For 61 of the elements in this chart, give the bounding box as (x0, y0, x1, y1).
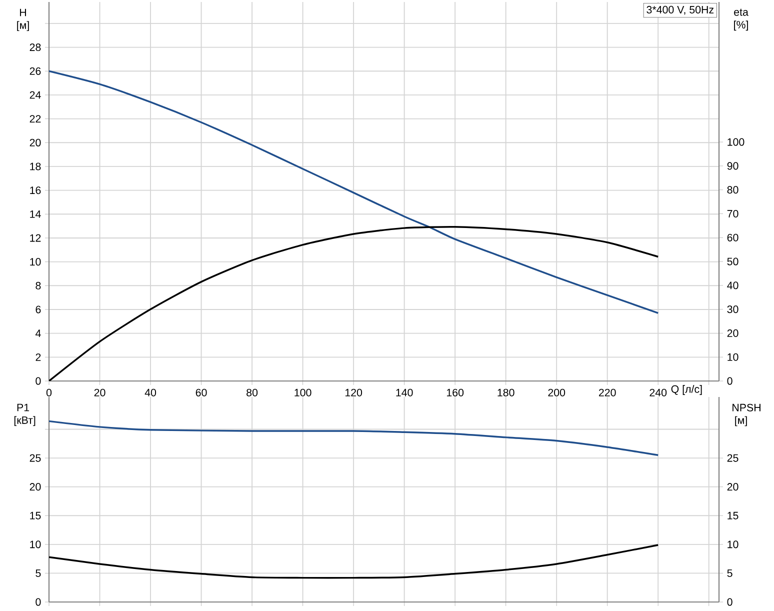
y2-tick-label: 15 (728, 512, 738, 520)
y-tick-label: 0 (36, 377, 41, 385)
x-tick-label: 240 (650, 388, 667, 396)
y2-axis-title: NPSH [м] (732, 404, 760, 426)
y2-tick-label: 80 (727, 186, 738, 194)
y2-axis-title: eta [%] (734, 8, 748, 31)
y2-tick-label: 30 (727, 306, 738, 314)
y-tick-label: 10 (30, 540, 41, 548)
y2-tick-label: 0 (727, 598, 732, 606)
y-tick-label: 15 (30, 512, 41, 520)
y2-tick-label: 25 (727, 454, 738, 462)
line-series (49, 544, 659, 579)
y-tick-label: 5 (36, 569, 41, 577)
y-tick-label: 24 (30, 91, 41, 99)
y-axis-title: P1 [кВт] (14, 404, 36, 426)
annotation: 3*400 V, 50Hz (646, 6, 714, 15)
y-tick-label: 0 (36, 598, 41, 606)
y2-tick-label: 20 (727, 329, 738, 337)
y2-tick-label: 5 (727, 569, 732, 577)
y-tick-label: 10 (30, 258, 41, 266)
x-tick-label: 160 (446, 388, 464, 396)
line-series (49, 70, 659, 314)
y2-tick-label: 10 (728, 540, 738, 548)
y-tick-label: 8 (36, 282, 41, 290)
x-tick-label: 60 (196, 388, 207, 396)
x-tick-label: 80 (246, 388, 258, 396)
y-tick-label: 20 (30, 138, 41, 146)
x-tick-label: 40 (144, 388, 156, 396)
y2-tick-label: 0 (727, 377, 732, 385)
y-tick-label: 12 (30, 234, 41, 242)
y-tick-label: 4 (36, 330, 41, 337)
line-series (49, 226, 659, 381)
x-tick-label: 220 (598, 388, 616, 396)
x-tick-label: 120 (345, 388, 362, 396)
y2-tick-label: 50 (727, 258, 738, 266)
y2-tick-label: 20 (727, 483, 738, 491)
y-tick-label: 14 (30, 210, 41, 218)
y2-tick-label: 60 (727, 234, 738, 242)
x-tick-label: 20 (94, 388, 106, 396)
y-tick-label: 22 (30, 115, 41, 123)
y-tick-label: 18 (30, 162, 41, 170)
y-tick-label: 2 (36, 353, 41, 361)
x-tick-label: 0 (46, 388, 52, 396)
y-tick-label: 26 (30, 67, 41, 75)
y-tick-label: 16 (30, 186, 41, 194)
y2-tick-label: 70 (727, 210, 738, 218)
y2-tick-label: 90 (727, 162, 738, 170)
line-series (49, 420, 659, 456)
x-tick-label: 200 (548, 388, 566, 396)
x-tick-label: 180 (498, 388, 514, 396)
x-tick-label: 100 (294, 388, 312, 396)
x-axis-title: Q [л/с] (671, 385, 702, 395)
y-tick-label: 28 (30, 44, 41, 52)
y-axis-title: H [м] (17, 8, 29, 32)
y2-tick-label: 40 (727, 282, 738, 290)
y2-tick-label: 100 (728, 138, 744, 146)
x-tick-label: 140 (396, 388, 413, 396)
y-tick-label: 6 (36, 306, 41, 314)
y2-tick-label: 10 (728, 353, 738, 361)
y-tick-label: 20 (30, 483, 41, 491)
y-tick-label: 25 (30, 454, 41, 462)
